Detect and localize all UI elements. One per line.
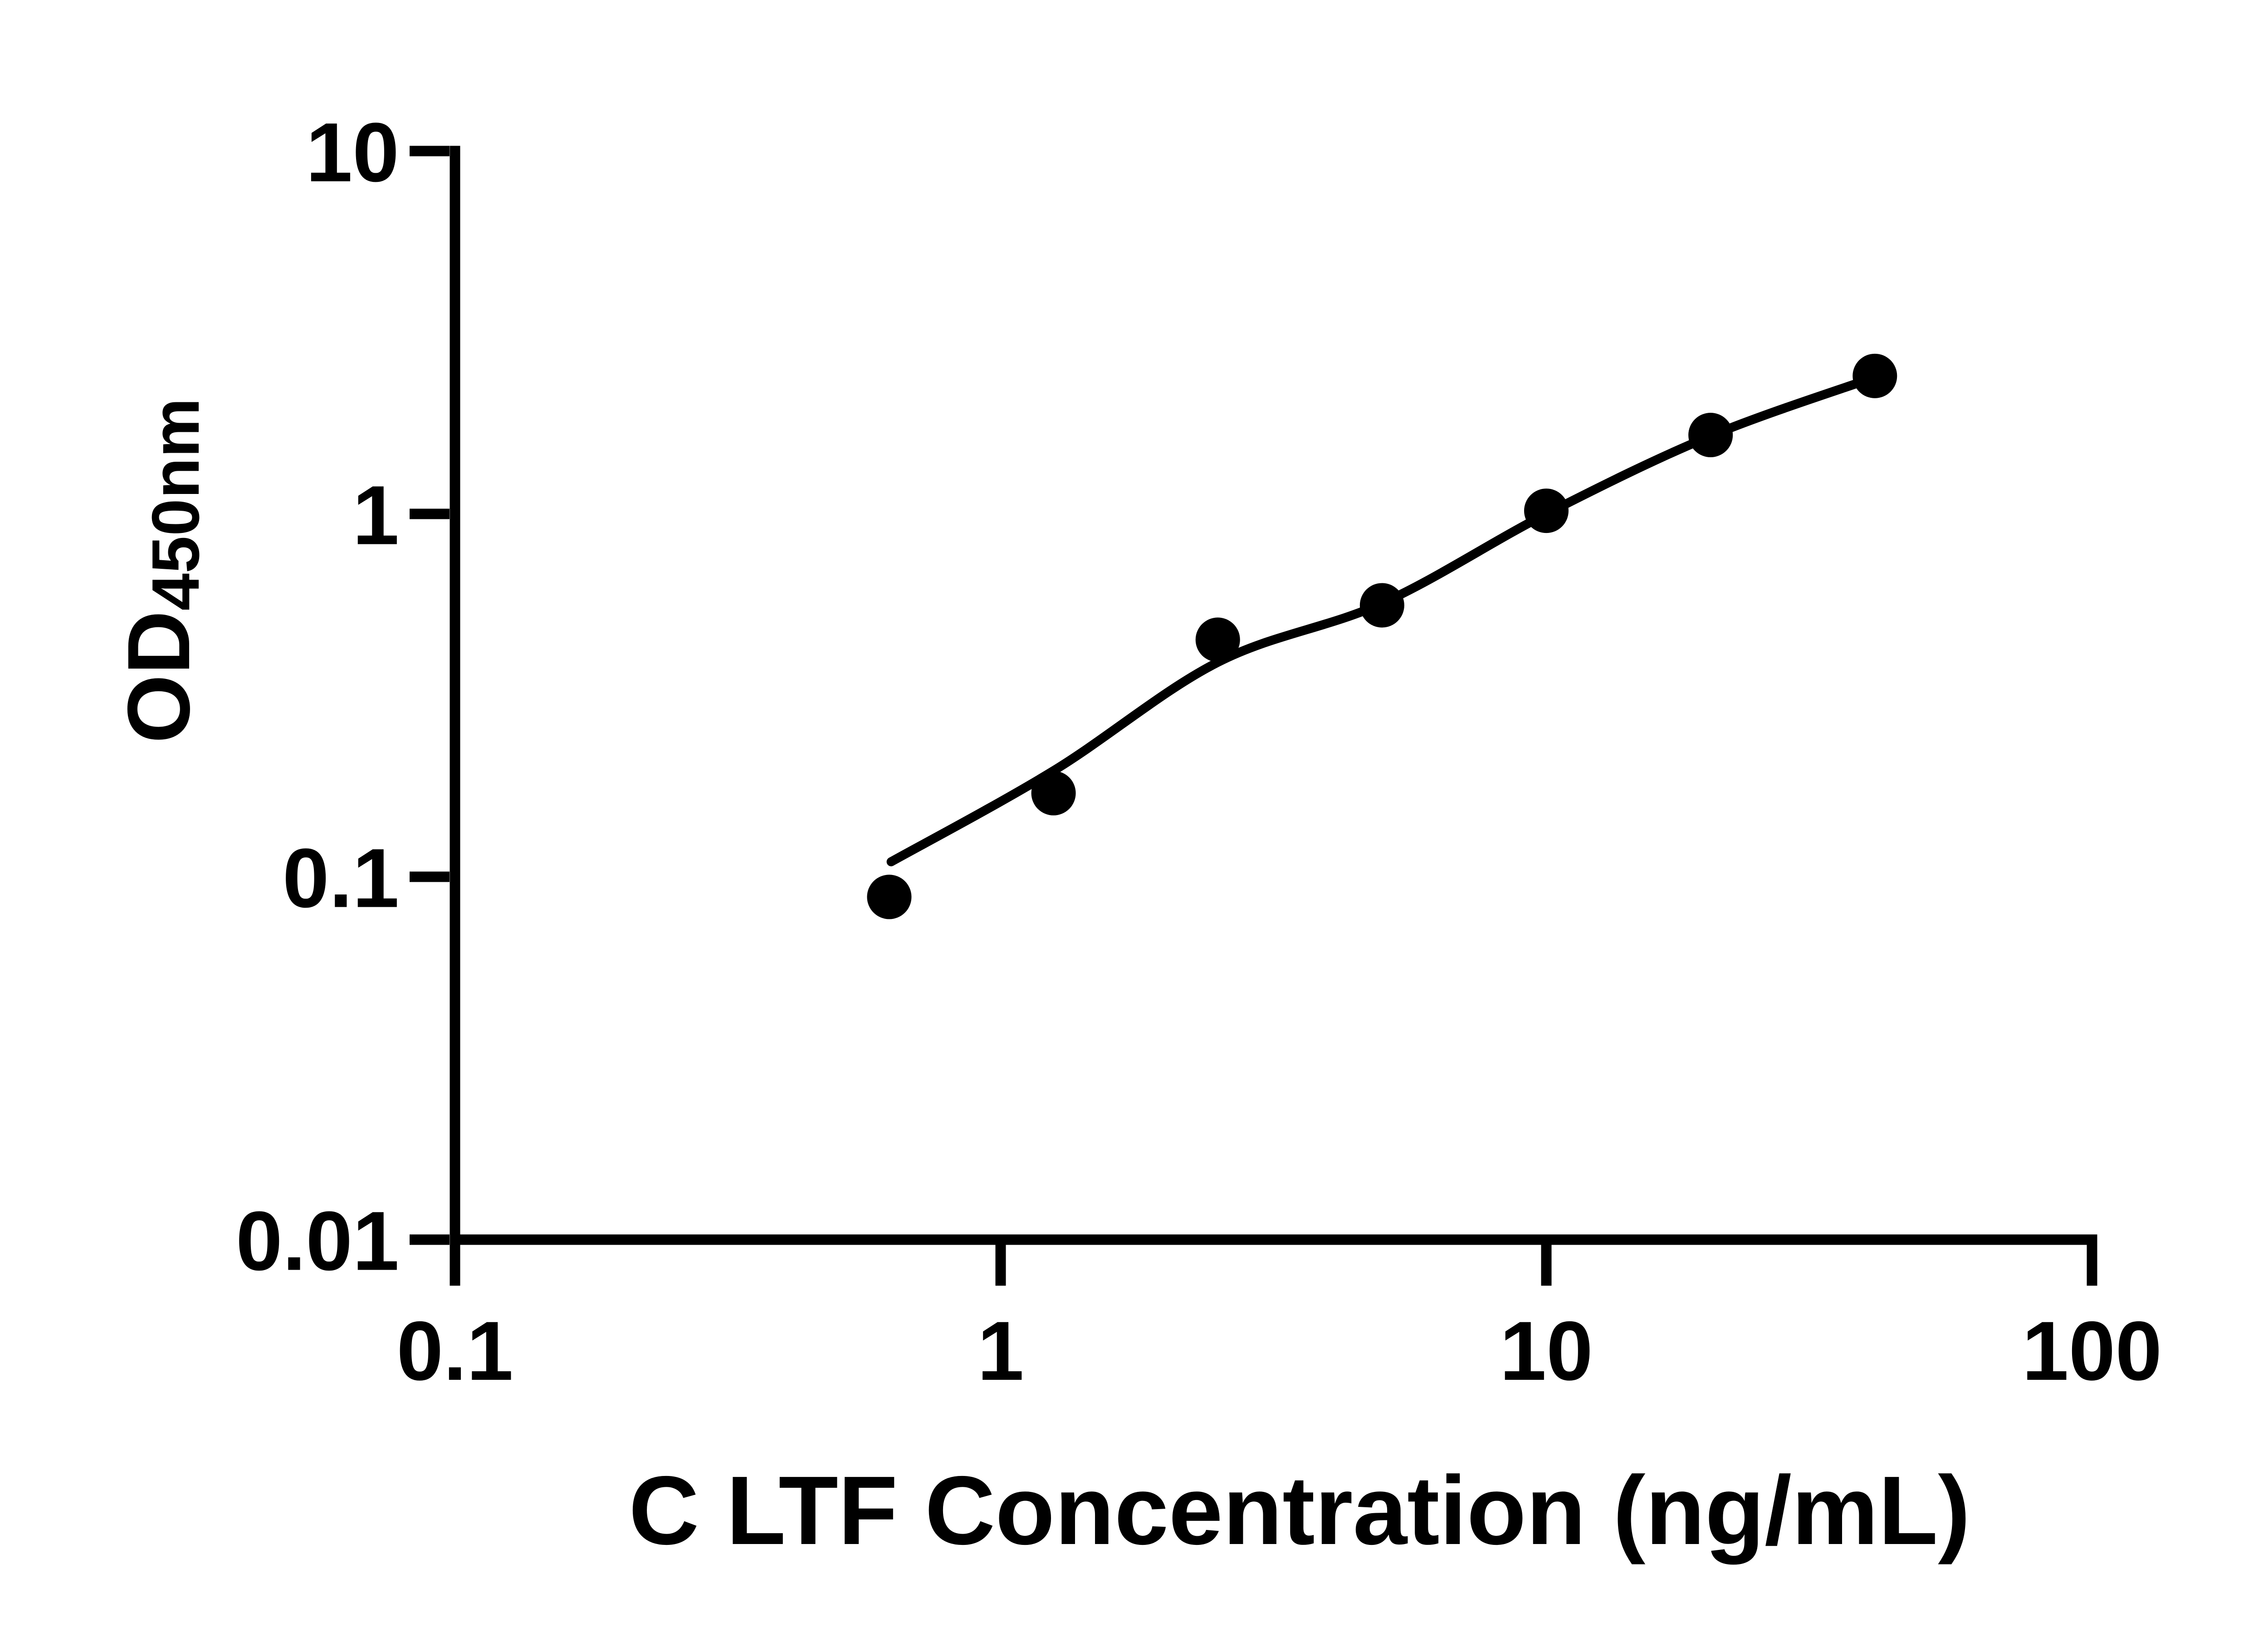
y-tick [410,1234,450,1245]
x-tick [995,1245,1006,1286]
x-tick-label: 10 [1500,1305,1593,1398]
y-axis-title: OD450nm [108,398,213,743]
y-axis-title-main: OD [109,611,208,743]
data-point [1195,617,1240,662]
data-point [1031,771,1076,816]
x-tick-label: 100 [2022,1305,2162,1398]
x-axis-title: C LTF Concentration (ng/mL) [629,1456,1970,1565]
data-point [1853,353,1897,398]
y-axis-title-subscript: 450nm [138,398,213,611]
y-tick-label: 0.01 [236,1195,399,1288]
y-tick [410,146,450,156]
data-point [1524,489,1569,533]
x-tick [1541,1245,1552,1286]
y-tick [410,871,450,882]
data-point [867,875,912,919]
y-tick-label: 1 [352,469,399,562]
x-axis-line [450,1234,2097,1245]
x-tick-label: 0.1 [396,1305,513,1398]
y-axis-line [450,146,460,1245]
data-point [1688,413,1733,458]
x-tick-label: 1 [978,1305,1024,1398]
data-point [1359,583,1404,628]
x-tick [2087,1245,2097,1286]
y-tick [410,508,450,519]
y-tick-label: 10 [306,106,399,200]
y-tick-label: 0.1 [283,832,399,925]
x-tick [450,1245,460,1286]
